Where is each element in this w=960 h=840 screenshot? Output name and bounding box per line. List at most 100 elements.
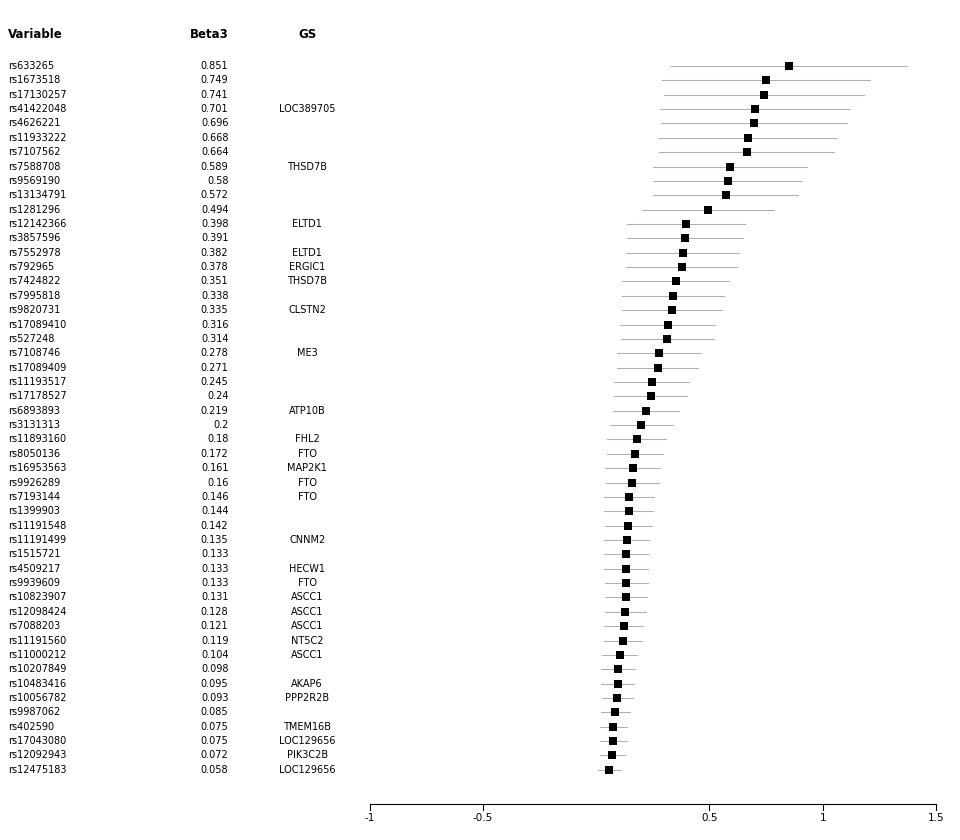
Text: GS: GS [298, 28, 317, 40]
Text: 0.219: 0.219 [201, 406, 228, 416]
Text: 0.131: 0.131 [201, 592, 228, 602]
Text: rs11191560: rs11191560 [8, 636, 66, 646]
Text: rs10483416: rs10483416 [8, 679, 66, 689]
Text: 0.851: 0.851 [201, 61, 228, 71]
Text: MAP2K1: MAP2K1 [287, 463, 327, 473]
Text: TMEM16B: TMEM16B [283, 722, 331, 732]
Text: rs6893893: rs6893893 [8, 406, 60, 416]
Text: rs7552978: rs7552978 [8, 248, 60, 258]
Text: rs9987062: rs9987062 [8, 707, 60, 717]
Text: 0.271: 0.271 [201, 363, 228, 373]
Text: ME3: ME3 [297, 349, 318, 359]
Text: rs13134791: rs13134791 [8, 190, 66, 200]
Text: rs7193144: rs7193144 [8, 492, 60, 502]
Text: 0.18: 0.18 [207, 434, 228, 444]
Text: AKAP6: AKAP6 [292, 679, 323, 689]
Text: rs3857596: rs3857596 [8, 234, 60, 244]
Text: 0.741: 0.741 [201, 90, 228, 100]
Text: FTO: FTO [298, 477, 317, 487]
Text: 0.5: 0.5 [701, 813, 718, 823]
Text: rs9939609: rs9939609 [8, 578, 60, 588]
Text: 0.572: 0.572 [201, 190, 228, 200]
Text: rs12475183: rs12475183 [8, 764, 66, 774]
Text: rs3131313: rs3131313 [8, 420, 60, 430]
Text: 0.338: 0.338 [201, 291, 228, 301]
Text: rs7088203: rs7088203 [8, 621, 60, 631]
Text: Variable: Variable [8, 28, 62, 40]
Text: rs527248: rs527248 [8, 333, 54, 344]
Text: ATP10B: ATP10B [289, 406, 325, 416]
Text: rs11933222: rs11933222 [8, 133, 66, 143]
Text: LOC129656: LOC129656 [279, 764, 335, 774]
Text: rs9926289: rs9926289 [8, 477, 60, 487]
Text: 0.749: 0.749 [201, 76, 228, 86]
Text: FTO: FTO [298, 492, 317, 502]
Text: 0.16: 0.16 [207, 477, 228, 487]
Text: 0.696: 0.696 [201, 118, 228, 129]
Text: 0.2: 0.2 [213, 420, 228, 430]
Text: LOC129656: LOC129656 [279, 736, 335, 746]
Text: rs7108746: rs7108746 [8, 349, 60, 359]
Text: 0.085: 0.085 [201, 707, 228, 717]
Text: rs4509217: rs4509217 [8, 564, 60, 574]
Text: 0.245: 0.245 [201, 377, 228, 387]
Text: rs7588708: rs7588708 [8, 161, 60, 171]
Text: 0.146: 0.146 [201, 492, 228, 502]
Text: 0.104: 0.104 [201, 650, 228, 660]
Text: 0.378: 0.378 [201, 262, 228, 272]
Text: ELTD1: ELTD1 [292, 248, 323, 258]
Text: rs7995818: rs7995818 [8, 291, 60, 301]
Text: rs17043080: rs17043080 [8, 736, 66, 746]
Text: rs9820731: rs9820731 [8, 305, 60, 315]
Text: 0.24: 0.24 [207, 391, 228, 402]
Text: rs17089409: rs17089409 [8, 363, 66, 373]
Text: rs41422048: rs41422048 [8, 104, 66, 114]
Text: rs17089410: rs17089410 [8, 319, 66, 329]
Text: THSD7B: THSD7B [287, 276, 327, 286]
Text: NT5C2: NT5C2 [291, 636, 324, 646]
Text: 0.075: 0.075 [201, 736, 228, 746]
Text: ASCC1: ASCC1 [291, 621, 324, 631]
Text: rs11193517: rs11193517 [8, 377, 66, 387]
Text: rs10823907: rs10823907 [8, 592, 66, 602]
Text: CNNM2: CNNM2 [289, 535, 325, 545]
Text: rs17178527: rs17178527 [8, 391, 66, 402]
Text: HECW1: HECW1 [289, 564, 325, 574]
Text: 0.093: 0.093 [201, 693, 228, 703]
Text: PIK3C2B: PIK3C2B [287, 750, 327, 760]
Text: CLSTN2: CLSTN2 [288, 305, 326, 315]
Text: -1: -1 [365, 813, 374, 823]
Text: rs12092943: rs12092943 [8, 750, 66, 760]
Text: 0.314: 0.314 [201, 333, 228, 344]
Text: rs1515721: rs1515721 [8, 549, 60, 559]
Text: 0.144: 0.144 [201, 507, 228, 517]
Text: 0.351: 0.351 [201, 276, 228, 286]
Text: 0.075: 0.075 [201, 722, 228, 732]
Text: rs1399903: rs1399903 [8, 507, 60, 517]
Text: LOC389705: LOC389705 [279, 104, 335, 114]
Text: 0.128: 0.128 [201, 606, 228, 617]
Text: rs11000212: rs11000212 [8, 650, 66, 660]
Text: 0.133: 0.133 [201, 578, 228, 588]
Text: rs10207849: rs10207849 [8, 664, 66, 675]
Text: 0.391: 0.391 [201, 234, 228, 244]
Text: 1: 1 [820, 813, 826, 823]
Text: 0.316: 0.316 [201, 319, 228, 329]
Text: rs16953563: rs16953563 [8, 463, 66, 473]
Text: FTO: FTO [298, 449, 317, 459]
Text: 0.119: 0.119 [201, 636, 228, 646]
Text: rs12098424: rs12098424 [8, 606, 66, 617]
Text: rs1673518: rs1673518 [8, 76, 60, 86]
Text: THSD7B: THSD7B [287, 161, 327, 171]
Text: 0.335: 0.335 [201, 305, 228, 315]
Text: 0.278: 0.278 [201, 349, 228, 359]
Text: 0.142: 0.142 [201, 521, 228, 531]
Text: 0.172: 0.172 [201, 449, 228, 459]
Text: rs17130257: rs17130257 [8, 90, 66, 100]
Text: rs402590: rs402590 [8, 722, 54, 732]
Text: FHL2: FHL2 [295, 434, 320, 444]
Text: 0.58: 0.58 [207, 176, 228, 186]
Text: 0.589: 0.589 [201, 161, 228, 171]
Text: rs7424822: rs7424822 [8, 276, 60, 286]
Text: rs10056782: rs10056782 [8, 693, 66, 703]
